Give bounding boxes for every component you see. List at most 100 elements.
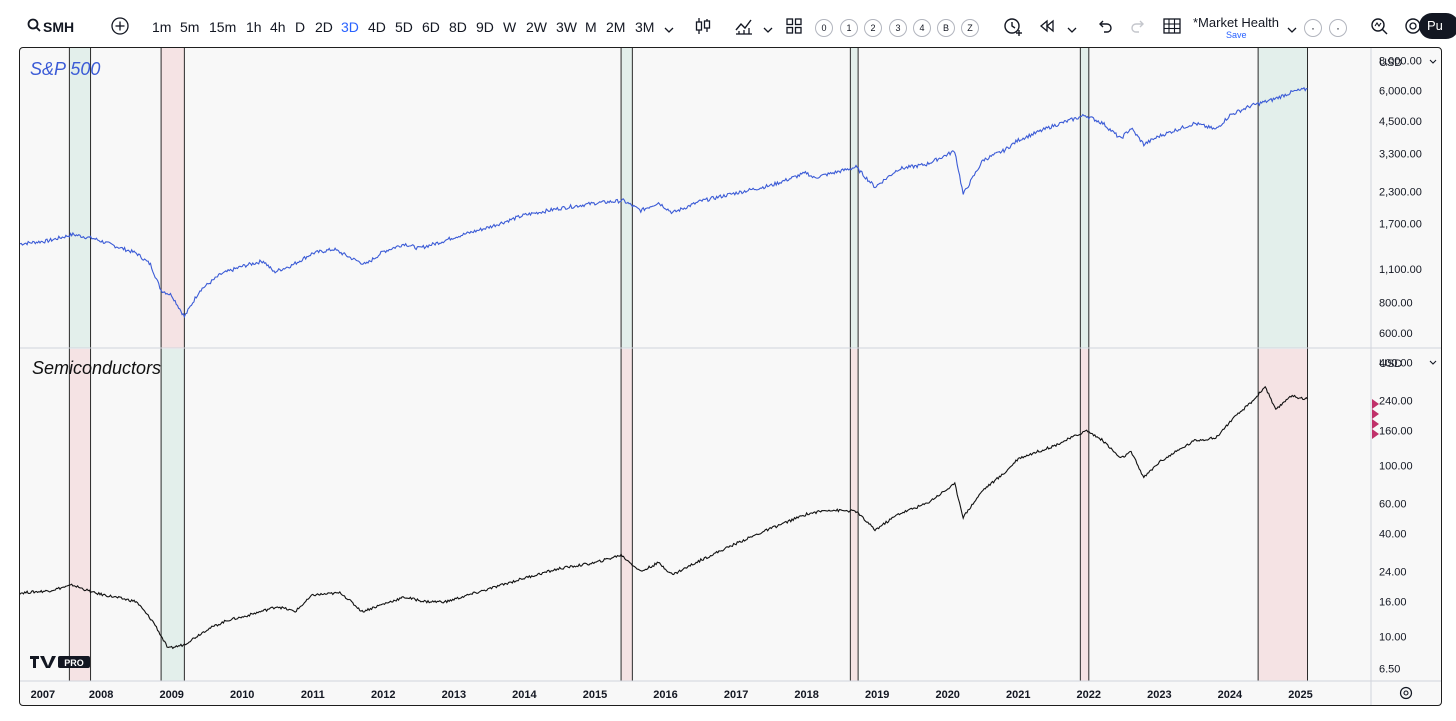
alert-marker[interactable] (1372, 399, 1379, 409)
layout-slot-0[interactable]: 0 (815, 19, 833, 37)
highlight-band-bottom-0 (69, 349, 91, 681)
time-tick-label: 2014 (512, 689, 537, 701)
interval-6d[interactable]: 6D (422, 19, 440, 35)
search-icon[interactable] (27, 18, 41, 37)
price-tick-label: 100.00 (1379, 461, 1413, 473)
chart-svg[interactable]: 8,000.00 6,000.00 4,500.00 3,300.00 2,300.00… (20, 48, 1441, 705)
interval-4h[interactable]: 4h (270, 19, 286, 35)
time-tick-label: 2011 (301, 689, 325, 701)
time-tick-label: 2024 (1218, 689, 1243, 701)
price-tick-label: 6,000.00 (1379, 86, 1422, 98)
highlight-band-top-3 (850, 48, 859, 348)
time-tick-label: 2007 (31, 689, 55, 701)
price-tick-label: 3,300.00 (1379, 149, 1422, 161)
time-tick-label: 2012 (371, 689, 395, 701)
layout-name[interactable]: *Market Health (1193, 15, 1279, 30)
layout-slot-4[interactable]: 4 (913, 19, 931, 37)
price-tick-label: 800.00 (1379, 298, 1413, 310)
alert-add-icon[interactable] (1003, 16, 1023, 41)
layout-slot-2[interactable]: 2 (864, 19, 882, 37)
price-tick-label: 24.00 (1379, 567, 1407, 579)
price-tick-label: 40.00 (1379, 529, 1407, 541)
layout-save-label[interactable]: Save (1226, 30, 1247, 40)
price-tick-label: 400.00 (1379, 358, 1413, 370)
price-tick-label: 1,700.00 (1379, 218, 1422, 230)
highlight-band-bottom-5 (1258, 349, 1308, 681)
interval-3w[interactable]: 3W (556, 19, 577, 35)
tradingview-pro-logo: PRO (30, 654, 92, 670)
highlight-band-bottom-2 (621, 349, 633, 681)
top-pane-title: S&P 500 (30, 59, 101, 79)
interval-1h[interactable]: 1h (246, 19, 262, 35)
interval-5m[interactable]: 5m (180, 19, 200, 35)
time-tick-label: 2013 (442, 689, 466, 701)
chevron-down-icon[interactable] (1067, 21, 1077, 39)
chevron-down-icon[interactable] (664, 21, 674, 39)
dot-button[interactable]: · (1329, 19, 1347, 37)
layout-slot-3[interactable]: 3 (889, 19, 907, 37)
alert-marker[interactable] (1372, 419, 1379, 429)
series-line-bottom[interactable] (20, 385, 1308, 650)
layout-slot-z[interactable]: Z (961, 19, 979, 37)
interval-15m[interactable]: 15m (209, 19, 237, 35)
price-tick-label: 240.00 (1379, 396, 1413, 408)
interval-3d[interactable]: 3D (341, 19, 359, 35)
symbol-search[interactable]: SMH (43, 19, 75, 35)
price-tick-label: 60.00 (1379, 499, 1407, 511)
top-currency-label[interactable]: USD (1379, 57, 1402, 69)
price-tick-label: 6.50 (1379, 664, 1400, 676)
interval-2m[interactable]: 2M (606, 19, 626, 35)
undo-icon[interactable] (1097, 18, 1113, 39)
interval-2w[interactable]: 2W (526, 19, 547, 35)
price-tick-label: 1,100.00 (1379, 264, 1422, 276)
interval-m[interactable]: M (585, 19, 597, 35)
top-axis-currency[interactable]: USD (1379, 57, 1437, 69)
bottom-currency-label[interactable]: USD (1379, 358, 1402, 370)
interval-3m[interactable]: 3M (635, 19, 655, 35)
chart-area[interactable]: 8,000.00 6,000.00 4,500.00 3,300.00 2,300.00… (19, 47, 1442, 706)
alert-marker[interactable] (1372, 409, 1379, 419)
interval-1m[interactable]: 1m (152, 19, 172, 35)
indicators-icon[interactable] (734, 16, 754, 41)
chevron-down-icon[interactable] (1429, 59, 1437, 64)
compare-add-icon[interactable] (111, 17, 129, 40)
layout-slot-1[interactable]: 1 (840, 19, 858, 37)
layout-grid-icon[interactable] (786, 18, 802, 39)
quick-search-icon[interactable] (1370, 17, 1388, 40)
price-tick-label: 160.00 (1379, 426, 1413, 438)
publish-button[interactable]: Pu (1419, 13, 1456, 39)
layout-slot-b[interactable]: B (937, 19, 955, 37)
time-tick-label: 2022 (1077, 689, 1101, 701)
bottom-axis-currency[interactable]: USD (1379, 358, 1437, 370)
time-tick-label: 2010 (230, 689, 254, 701)
replay-icon[interactable] (1039, 18, 1055, 39)
interval-2d[interactable]: 2D (315, 19, 333, 35)
series-line-top[interactable] (20, 86, 1308, 319)
interval-w[interactable]: W (503, 19, 517, 35)
price-tick-label: 16.00 (1379, 597, 1407, 609)
time-axis-settings-icon[interactable] (1399, 686, 1413, 700)
chevron-down-icon[interactable] (1429, 360, 1437, 365)
price-tick-label: 8,000.00 (1379, 55, 1422, 67)
redo-icon[interactable] (1130, 18, 1146, 39)
price-tick-label: 4,500.00 (1379, 116, 1422, 128)
time-tick-label: 2025 (1288, 689, 1312, 701)
time-tick-label: 2019 (865, 689, 889, 701)
highlight-band-bottom-3 (850, 349, 859, 681)
chevron-down-icon[interactable] (763, 21, 773, 39)
interval-8d[interactable]: 8D (449, 19, 467, 35)
dot-button[interactable]: · (1304, 19, 1322, 37)
candles-icon[interactable] (694, 17, 712, 40)
table-icon[interactable] (1163, 17, 1181, 40)
alert-marker[interactable] (1372, 429, 1379, 439)
price-tick-label: 10.00 (1379, 632, 1407, 644)
interval-5d[interactable]: 5D (395, 19, 413, 35)
interval-9d[interactable]: 9D (476, 19, 494, 35)
price-tick-label: 2,300.00 (1379, 187, 1422, 199)
interval-4d[interactable]: 4D (368, 19, 386, 35)
interval-d[interactable]: D (295, 19, 306, 35)
highlight-band-top-4 (1080, 48, 1089, 348)
chevron-down-icon[interactable] (1287, 21, 1297, 39)
time-tick-label: 2015 (583, 689, 607, 701)
bottom-pane-title: Semiconductors (32, 358, 162, 378)
